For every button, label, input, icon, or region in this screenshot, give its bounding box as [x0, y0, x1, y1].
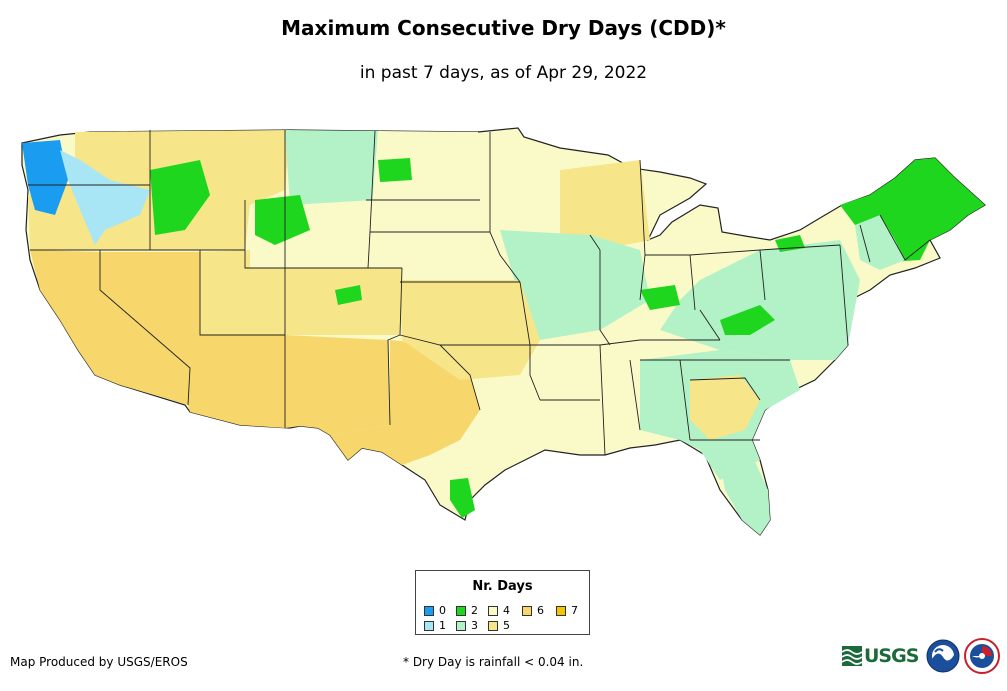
region-washington-cyan [60, 150, 150, 245]
region-co-green [335, 285, 362, 305]
region-plains-yellow [400, 280, 540, 380]
legend-item-3: 3 [456, 619, 478, 632]
region-new-mexico [285, 335, 390, 435]
region-mid-atlantic [660, 240, 860, 360]
legend-swatch-5 [488, 620, 498, 631]
legend-swatch-1 [424, 620, 434, 631]
state-borders [28, 130, 931, 456]
map-credit: Map Produced by USGS/EROS [10, 655, 188, 669]
legend: Nr. Days 0 1 2 3 4 5 6 7 [415, 570, 590, 635]
legend-swatch-6 [522, 605, 532, 616]
map-title: Maximum Consecutive Dry Days (CDD)* [281, 16, 726, 40]
region-wyoming-green [255, 195, 310, 245]
legend-label-0: 0 [439, 604, 446, 617]
agency-logos: USGS [842, 637, 1002, 677]
region-montana-east [285, 130, 378, 205]
region-idaho-green [150, 160, 210, 235]
region-georgia-yellow [690, 375, 760, 440]
legend-label-2: 2 [471, 604, 478, 617]
legend-label-6: 6 [537, 604, 544, 617]
nws-logo-icon [964, 638, 1000, 674]
usgs-logo: USGS [842, 643, 919, 669]
legend-item-2: 2 [456, 604, 478, 617]
legend-item-1: 1 [424, 619, 446, 632]
region-texas-west [330, 340, 480, 465]
legend-swatch-2 [456, 605, 466, 616]
legend-swatch-0 [424, 605, 434, 616]
region-dakotas [370, 131, 490, 232]
legend-label-4: 4 [503, 604, 510, 617]
legend-item-4: 4 [488, 604, 510, 617]
usgs-wave-icon [842, 646, 862, 666]
dry-day-footnote: * Dry Day is rainfall < 0.04 in. [403, 655, 584, 669]
legend-label-5: 5 [503, 619, 510, 632]
region-kentucky-green [720, 305, 775, 335]
legend-swatch-3 [456, 620, 466, 631]
legend-label-7: 7 [571, 604, 578, 617]
legend-label-3: 3 [471, 619, 478, 632]
region-washington-blue [22, 140, 68, 215]
map-subtitle: in past 7 days, as of Apr 29, 2022 [359, 63, 648, 83]
legend-title: Nr. Days [472, 579, 533, 594]
region-south-texas-green [450, 478, 475, 518]
legend-item-0: 0 [424, 604, 446, 617]
region-utah-colorado [200, 250, 402, 335]
region-florida [720, 455, 770, 535]
legend-item-6: 6 [522, 604, 544, 617]
legend-swatch-7 [556, 605, 566, 616]
legend-swatch-4 [488, 605, 498, 616]
region-nd-green [378, 158, 412, 182]
region-indiana-green [640, 285, 680, 310]
region-nevada-arizona [100, 252, 285, 428]
region-new-england-light [855, 215, 905, 270]
region-california [30, 250, 190, 405]
us-map [21, 127, 987, 536]
legend-item-7: 7 [556, 604, 578, 617]
legend-label-1: 1 [439, 619, 446, 632]
noaa-logo-icon [926, 639, 960, 673]
region-great-lakes [560, 160, 650, 250]
usgs-wordmark: USGS [864, 645, 919, 667]
legend-item-5: 5 [488, 619, 510, 632]
region-midwest-green [500, 230, 650, 340]
